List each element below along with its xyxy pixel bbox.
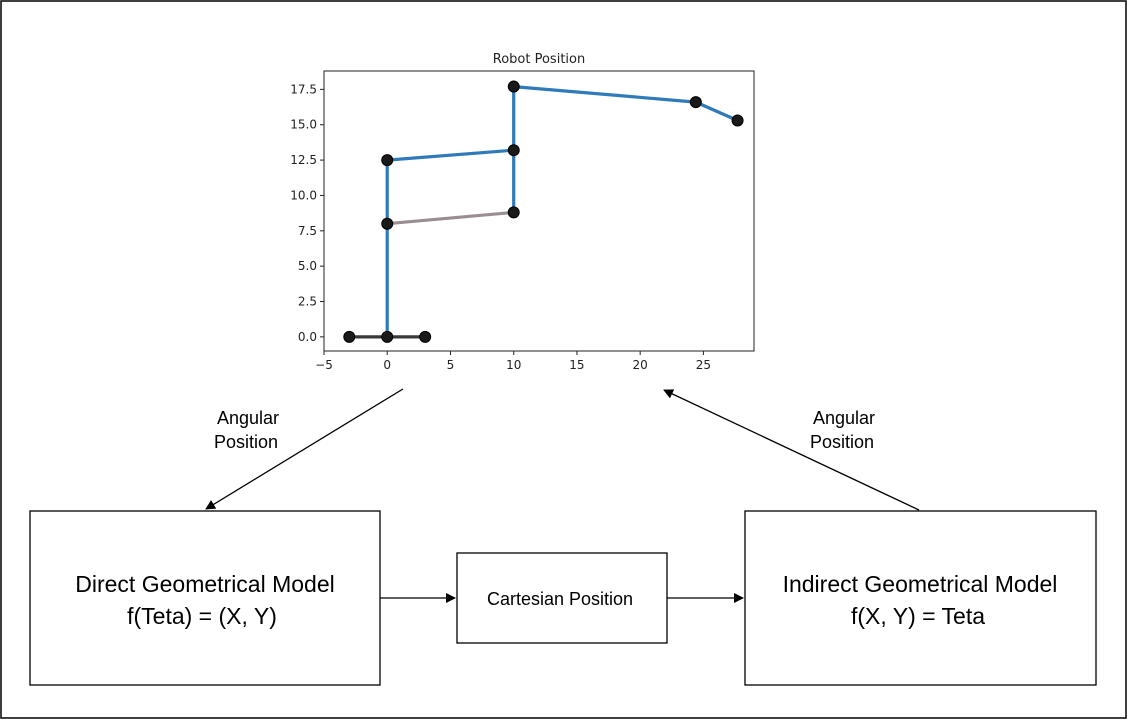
left-angular-position-label: Angular Position	[214, 408, 279, 452]
joint-point	[689, 96, 702, 109]
robot-position-chart: Robot Position −5 0 5 10 15 20 25 0.0 2.5 5.0 7.5…	[290, 52, 755, 372]
angular-to-direct-arrow	[205, 388, 404, 510]
y-tick-label: 15.0	[290, 118, 317, 132]
joint-point	[507, 144, 520, 157]
cartesian-label: Cartesian Position	[487, 589, 633, 609]
y-tick-label: 17.5	[290, 82, 317, 96]
x-tick-label: 10	[506, 358, 521, 372]
x-axis: −5 0 5 10 15 20 25	[315, 351, 711, 372]
y-tick-label: 12.5	[290, 153, 317, 167]
x-tick-label: 0	[383, 358, 391, 372]
joint-point	[731, 114, 744, 127]
indirect-model-formula: f(X, Y) = Teta	[851, 603, 985, 629]
x-tick-label: 20	[633, 358, 648, 372]
y-tick-label: 0.0	[298, 330, 317, 344]
y-tick-label: 2.5	[298, 295, 317, 309]
y-tick-label: 10.0	[290, 188, 317, 202]
indirect-to-robot-arrow	[663, 389, 920, 511]
plot-area	[323, 70, 755, 352]
y-tick-label: 7.5	[298, 224, 317, 238]
robot-link-series	[512, 84, 739, 151]
joint-point	[419, 330, 432, 343]
joint-point	[381, 330, 394, 343]
left-label-line-2: Position	[214, 432, 278, 452]
indirect-model-title: Indirect Geometrical Model	[783, 571, 1058, 597]
direct-model-formula: f(Teta) = (X, Y)	[127, 603, 277, 629]
joint-point	[381, 217, 394, 230]
x-tick-label: 25	[696, 358, 711, 372]
cartesian-position-box: Cartesian Position	[456, 552, 668, 644]
robot-link-series	[387, 210, 514, 226]
joint-point	[381, 154, 394, 167]
x-tick-label: 15	[569, 358, 584, 372]
right-label-line-1: Angular	[813, 408, 875, 428]
chart-title: Robot Position	[493, 52, 585, 67]
direct-model-title: Direct Geometrical Model	[75, 571, 334, 597]
indirect-geometrical-model-box: Indirect Geometrical Model f(X, Y) = Tet…	[744, 510, 1097, 686]
right-angular-position-label: Angular Position	[810, 408, 875, 452]
y-tick-label: 5.0	[298, 259, 317, 273]
y-axis: 0.0 2.5 5.0 7.5 10.0 12.5 15.0 17.5	[290, 82, 324, 344]
robot-joints	[343, 80, 744, 343]
direct-geometrical-model-box: Direct Geometrical Model f(Teta) = (X, Y…	[29, 510, 381, 686]
joint-point	[343, 330, 356, 343]
joint-point	[507, 80, 520, 93]
right-label-line-2: Position	[810, 432, 874, 452]
x-tick-label: 5	[447, 358, 455, 372]
x-tick-label: −5	[315, 358, 333, 372]
joint-point	[507, 206, 520, 219]
left-label-line-1: Angular	[217, 408, 279, 428]
